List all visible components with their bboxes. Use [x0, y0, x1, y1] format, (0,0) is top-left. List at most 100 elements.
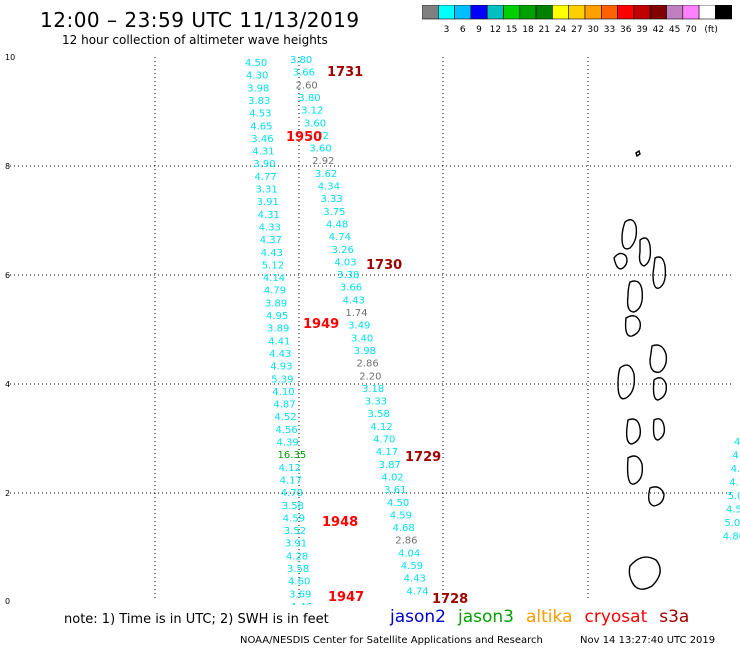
wave-height-label: 4.31 — [252, 147, 274, 158]
island-coastline — [652, 418, 666, 441]
colorbar-label: 6 — [460, 25, 466, 35]
wave-height-label: 4.70 — [281, 488, 303, 499]
wave-height-label: 4.41 — [268, 336, 290, 347]
wave-height-label: 4.04 — [398, 548, 420, 559]
wave-height-label: 2.60 — [296, 80, 318, 91]
colorbar-unit: (ft) — [704, 25, 718, 35]
y-tick-label: 10 — [5, 53, 15, 62]
colorbar-label: 21 — [539, 25, 550, 35]
pass-time-label: 1947 — [328, 590, 364, 605]
colorbar-label: 30 — [587, 25, 599, 35]
wave-height-label: 16.35 — [278, 450, 307, 461]
wave-height-label: 4.43 — [343, 295, 365, 306]
wave-height-label: 4.14 — [263, 273, 285, 284]
satellite-legend: jason2 jason3 altika cryosat s3a — [390, 607, 701, 627]
wave-height-label: 4.79 — [264, 286, 286, 297]
wave-height-label: 2.92 — [312, 156, 334, 167]
wave-height-label: 3.80 — [298, 93, 320, 104]
wave-height-label: 4.33 — [259, 222, 281, 233]
page-title: 12:00 – 23:59 UTC 11/13/2019 — [40, 8, 360, 32]
page-subtitle: 12 hour collection of altimeter wave hei… — [62, 33, 328, 47]
colorbar-label: 15 — [506, 25, 517, 35]
wave-height-label: 4.48 — [326, 219, 348, 230]
wave-height-label: 4.80 — [723, 532, 740, 543]
wave-height-label: 4.74 — [329, 232, 351, 243]
wave-height-label: 3.90 — [253, 159, 275, 170]
wave-height-label: 4.50 — [387, 498, 409, 509]
wave-height-label: 4.70 — [373, 435, 395, 446]
wave-height-label: 4.43 — [404, 574, 426, 585]
y-tick-label: 6 — [5, 271, 10, 280]
wave-height-label: 4.77 — [254, 172, 276, 183]
wave-height-label: 3.18 — [362, 384, 384, 395]
y-tick-label: 0 — [5, 597, 10, 605]
wave-height-label: 4.39 — [277, 438, 299, 449]
island-coastline — [625, 418, 642, 445]
wave-height-label: 3.87 — [379, 460, 401, 471]
wave-height-label: 3.33 — [320, 194, 342, 205]
wave-height-label: 3.60 — [304, 118, 326, 129]
wave-height-label: 3.31 — [256, 185, 278, 196]
island-coastline — [652, 256, 667, 289]
wave-height-label: 3.40 — [351, 333, 373, 344]
wave-height-label: 3.60 — [309, 144, 331, 155]
island-coastline — [649, 344, 668, 373]
wave-height-label: 3.66 — [340, 283, 362, 294]
wave-height-label: 4.74 — [406, 586, 428, 597]
wave-height-label: 3.26 — [332, 245, 354, 256]
island-coastline — [626, 455, 644, 485]
wave-height-label: 4.53 — [249, 109, 271, 120]
wave-height-label: 4.87 — [273, 400, 295, 411]
wave-height-label: 4.37 — [260, 235, 282, 246]
island-coastline — [613, 252, 628, 270]
wave-height-label: 2.86 — [356, 359, 378, 370]
colorbar-label: 45 — [669, 25, 680, 35]
colorbar-label: 9 — [476, 25, 482, 35]
wave-height-label: 4.52 — [274, 412, 296, 423]
wave-height-label: 5.07 — [728, 491, 740, 502]
wave-height-label: 4.59 — [401, 561, 423, 572]
wave-height-label: 4.17 — [280, 475, 302, 486]
pass-time-label: 1730 — [366, 258, 402, 273]
wave-height-label: 3.46 — [251, 134, 273, 145]
wave-height-label: 3.89 — [267, 324, 289, 335]
legend-altika: altika — [526, 607, 573, 627]
wave-height-label: 3.91 — [257, 197, 279, 208]
colorbar-label: 70 — [685, 25, 697, 35]
island-coastline — [624, 315, 642, 337]
y-tick-label: 2 — [5, 489, 10, 498]
wave-height-label: 4.50 — [245, 58, 267, 69]
colorbar-label: 12 — [490, 25, 501, 35]
wave-height-label: 3.49 — [348, 321, 370, 332]
island-coastline — [652, 377, 668, 401]
colorbar-label: 39 — [636, 25, 648, 35]
wave-height-label: 2.86 — [395, 536, 417, 547]
colorbar-label: 3 — [444, 25, 450, 35]
wave-height-label: 5.39 — [271, 374, 293, 385]
wave-height-label: 4.17 — [376, 447, 398, 458]
note-text: note: 1) Time is in UTC; 2) SWH is in fe… — [64, 612, 329, 627]
pass-time-label: 1949 — [303, 317, 339, 332]
wave-height-label: 4.43 — [269, 349, 291, 360]
island-coastline — [626, 280, 644, 313]
legend-s3a: s3a — [659, 607, 690, 627]
colorbar-label: 36 — [620, 25, 632, 35]
wave-height-label: 2.20 — [359, 371, 381, 382]
wave-height-label: 4.68 — [392, 523, 414, 534]
legend-cryosat: cryosat — [584, 607, 648, 627]
wave-height-label: 4.8 — [732, 451, 740, 462]
wave-height-label: 4.56 — [275, 425, 297, 436]
colorbar-label: 24 — [555, 25, 567, 35]
island-coastline — [628, 556, 661, 590]
wave-height-label: 3.98 — [354, 346, 376, 357]
colorbar-label: 42 — [653, 25, 664, 35]
wave-height-label: 4.46 — [290, 602, 312, 605]
legend-jason2: jason2 — [390, 607, 446, 627]
footer-credit: NOAA/NESDIS Center for Satellite Applica… — [240, 635, 543, 646]
wave-height-label: 4.59 — [283, 513, 305, 524]
wave-height-label: 4.60 — [288, 577, 310, 588]
wave-height-label: 3.75 — [323, 207, 345, 218]
wave-height-label: 3.98 — [247, 83, 269, 94]
pass-time-label: 1729 — [405, 450, 441, 465]
